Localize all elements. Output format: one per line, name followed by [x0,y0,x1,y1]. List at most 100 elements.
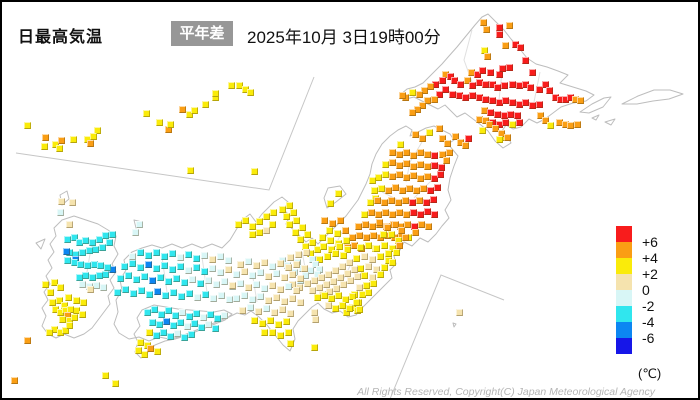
station-square[interactable] [242,217,249,224]
station-square[interactable] [226,296,233,303]
station-square[interactable] [184,323,191,330]
station-square[interactable] [233,271,240,278]
station-square[interactable] [464,77,471,84]
station-square[interactable] [197,280,204,287]
station-square[interactable] [465,135,472,142]
station-square[interactable] [241,268,248,275]
station-square[interactable] [24,337,31,344]
station-square[interactable] [169,266,176,273]
station-square[interactable] [289,295,296,302]
station-square[interactable] [509,121,516,128]
station-square[interactable] [179,106,186,113]
station-square[interactable] [507,111,514,118]
station-square[interactable] [218,292,225,299]
station-square[interactable] [201,252,208,259]
station-square[interactable] [169,250,176,257]
station-square[interactable] [261,285,268,292]
station-square[interactable] [145,261,152,268]
station-square[interactable] [382,171,389,178]
station-square[interactable] [439,151,446,158]
station-square[interactable] [138,287,145,294]
station-square[interactable] [77,261,84,268]
station-square[interactable] [396,151,403,158]
station-square[interactable] [462,94,469,101]
station-square[interactable] [365,242,372,249]
station-square[interactable] [456,309,463,316]
station-square[interactable] [437,171,444,178]
station-square[interactable] [269,221,276,228]
station-square[interactable] [389,149,396,156]
station-square[interactable] [369,223,376,230]
station-square[interactable] [122,286,129,293]
station-square[interactable] [241,292,248,299]
station-square[interactable] [304,280,311,287]
station-square[interactable] [522,99,529,106]
station-square[interactable] [287,340,294,347]
station-square[interactable] [410,152,417,159]
station-square[interactable] [373,245,380,252]
station-square[interactable] [156,321,163,328]
station-square[interactable] [59,316,66,323]
station-square[interactable] [417,161,424,168]
station-square[interactable] [133,276,140,283]
station-square[interactable] [273,294,280,301]
station-square[interactable] [436,125,443,132]
station-square[interactable] [417,211,424,218]
station-square[interactable] [328,295,335,302]
station-square[interactable] [209,265,216,272]
station-square[interactable] [381,264,388,271]
station-square[interactable] [193,255,200,262]
station-square[interactable] [529,69,536,76]
station-square[interactable] [451,77,458,84]
station-square[interactable] [186,290,193,297]
station-square[interactable] [527,84,534,91]
station-square[interactable] [439,135,446,142]
station-square[interactable] [381,199,388,206]
station-square[interactable] [109,231,116,238]
station-square[interactable] [279,306,286,313]
station-square[interactable] [94,127,101,134]
station-square[interactable] [409,199,416,206]
station-square[interactable] [392,221,399,228]
station-square[interactable] [420,185,427,192]
station-square[interactable] [57,284,64,291]
station-square[interactable] [404,221,411,228]
station-square[interactable] [106,239,113,246]
station-square[interactable] [417,149,424,156]
station-square[interactable] [417,175,424,182]
station-square[interactable] [52,141,59,148]
station-square[interactable] [41,143,48,150]
station-square[interactable] [403,211,410,218]
station-square[interactable] [188,331,195,338]
station-square[interactable] [130,290,137,297]
station-square[interactable] [253,281,260,288]
station-square[interactable] [489,97,496,104]
station-square[interactable] [421,87,428,94]
station-square[interactable] [326,227,333,234]
station-square[interactable] [502,42,509,49]
station-square[interactable] [431,211,438,218]
station-square[interactable] [24,122,31,129]
station-square[interactable] [483,26,490,33]
station-square[interactable] [393,249,400,256]
station-square[interactable] [96,272,103,279]
station-square[interactable] [351,266,358,273]
station-square[interactable] [49,299,56,306]
station-square[interactable] [377,271,384,278]
station-square[interactable] [319,234,326,241]
station-square[interactable] [406,185,413,192]
station-square[interactable] [371,187,378,194]
station-square[interactable] [93,282,100,289]
station-square[interactable] [249,223,256,230]
station-square[interactable] [214,315,221,322]
station-square[interactable] [165,307,172,314]
station-square[interactable] [265,297,272,304]
station-square[interactable] [287,254,294,261]
station-square[interactable] [261,329,268,336]
station-square[interactable] [375,174,382,181]
station-square[interactable] [502,97,509,104]
station-square[interactable] [482,117,489,124]
station-square[interactable] [427,83,434,90]
station-square[interactable] [80,299,87,306]
station-square[interactable] [399,187,406,194]
